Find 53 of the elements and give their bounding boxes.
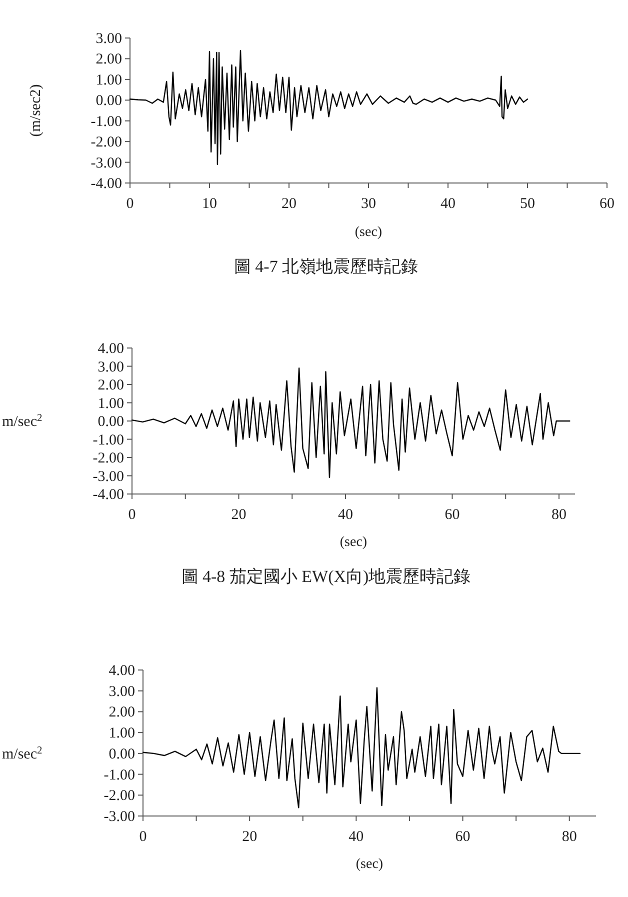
x-tick-label: 20 <box>282 196 296 212</box>
y-tick-label: 4.00 <box>98 341 124 357</box>
y-tick-label: -2.00 <box>104 788 135 804</box>
x-axis-title: (sec) <box>354 225 382 240</box>
y-tick-label: 1.00 <box>98 396 124 412</box>
y-tick-label: 3.00 <box>98 359 124 376</box>
text: 圖 4-7 北嶺地震歷時記錄 <box>234 257 418 276</box>
x-tick-label: 20 <box>231 507 246 523</box>
y-tick-label: 0.00 <box>96 93 122 110</box>
line-series <box>129 50 528 165</box>
y-tick-label: -4.00 <box>92 487 124 503</box>
x-axis-title: (sec) <box>340 535 368 550</box>
y-axis-title: (m/sec2) <box>28 84 44 137</box>
x-tick-label: 60 <box>600 196 614 212</box>
x-tick-label: 80 <box>562 829 577 845</box>
y-tick-label: -3.00 <box>90 155 122 172</box>
x-tick-label: 0 <box>128 507 136 523</box>
y-tick-label: 3.00 <box>108 684 135 700</box>
x-tick-label: 0 <box>139 829 147 845</box>
y-tick-label: 1.00 <box>108 726 135 742</box>
y-tick-label: -2.00 <box>90 134 122 151</box>
y-tick-label: 2.00 <box>108 704 135 721</box>
line-series <box>131 367 570 478</box>
y-tick-label: 3.00 <box>96 31 122 47</box>
y-tick-label: 2.00 <box>96 52 122 68</box>
x-tick-label: 50 <box>520 196 535 212</box>
line-series <box>142 687 581 808</box>
y-tick-label: -1.00 <box>104 767 135 784</box>
y-tick-label: -4.00 <box>90 176 122 192</box>
y-tick-label: 0.00 <box>98 414 124 430</box>
y-tick-label: -3.00 <box>104 809 135 825</box>
y-tick-label: 0.00 <box>108 746 135 762</box>
y-tick-label: -3.00 <box>92 468 124 485</box>
y-axis-title: m/sec$^{2}$ <box>2 412 42 430</box>
y-tick-label: 4.00 <box>108 663 135 679</box>
x-tick-label: 40 <box>440 196 456 212</box>
x-axis-title: (sec) <box>356 857 384 872</box>
text: 圖 4-8 茄定國小 EW(X向)地震歷時記錄 <box>181 567 471 586</box>
x-tick-label: 30 <box>361 196 376 212</box>
x-tick-label: 60 <box>444 507 460 523</box>
y-tick-label: -2.00 <box>92 450 124 466</box>
y-tick-label: 2.00 <box>98 378 124 394</box>
y-tick-label: -1.00 <box>90 114 122 130</box>
y-axis-title: m/sec$^{2}$ <box>2 744 42 762</box>
x-tick-label: 40 <box>338 507 353 523</box>
x-tick-label: 10 <box>202 196 217 212</box>
x-tick-label: 60 <box>455 829 470 845</box>
x-tick-label: 40 <box>348 829 364 845</box>
x-tick-label: 0 <box>126 196 134 212</box>
y-tick-label: 1.00 <box>96 72 122 88</box>
x-tick-label: 20 <box>242 829 258 845</box>
x-tick-label: 80 <box>551 507 566 523</box>
y-tick-label: -1.00 <box>92 432 124 448</box>
